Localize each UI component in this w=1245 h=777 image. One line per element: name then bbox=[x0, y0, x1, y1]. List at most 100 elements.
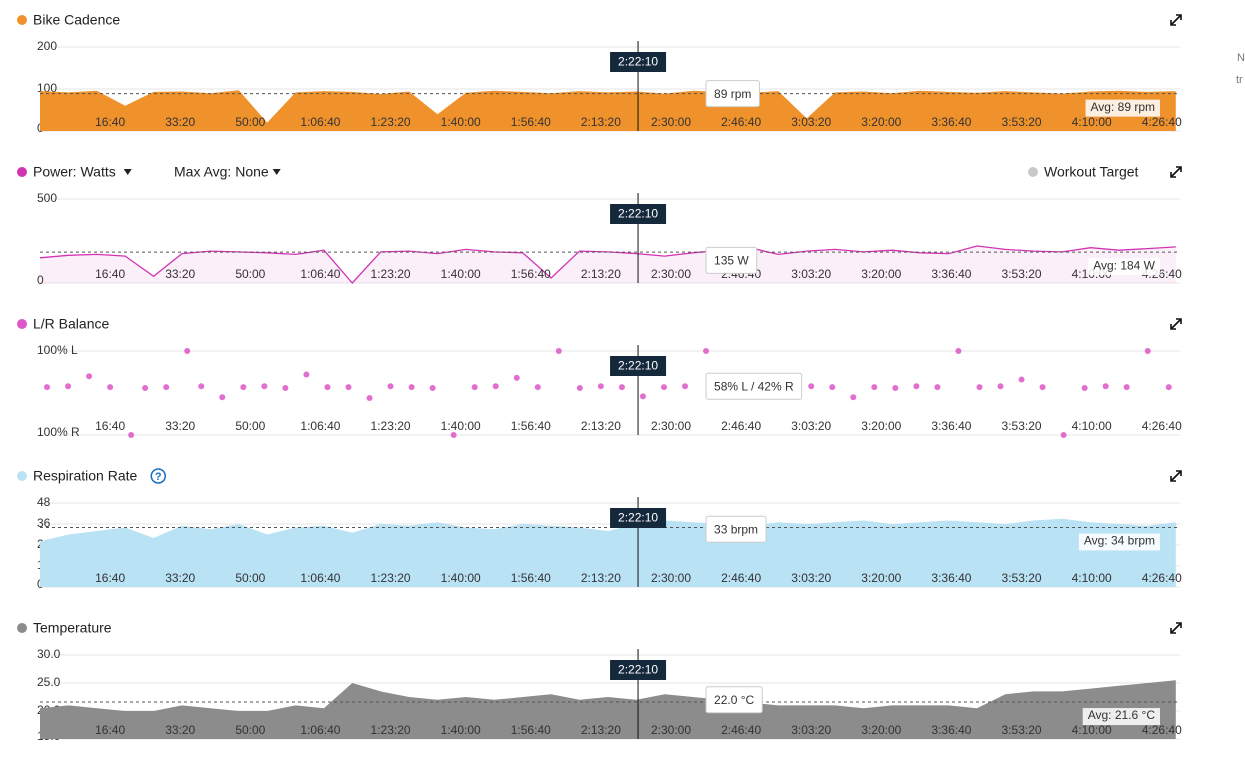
x-tick-label: 50:00 bbox=[235, 267, 265, 281]
dropdown-arrow[interactable] bbox=[272, 169, 281, 175]
line bbox=[39, 245, 1176, 284]
point bbox=[871, 384, 878, 391]
point bbox=[1165, 384, 1172, 391]
x-tick-label: 16:40 bbox=[95, 571, 125, 585]
legend-dot bbox=[1028, 167, 1038, 177]
cursor-label: 2:22:10 bbox=[618, 511, 658, 525]
point bbox=[703, 348, 710, 354]
x-tick-label: 2:30:00 bbox=[651, 267, 691, 281]
point bbox=[976, 384, 983, 391]
point bbox=[1018, 376, 1025, 383]
x-tick-label: 3:36:40 bbox=[931, 267, 971, 281]
x-tick-label: 4:26:40 bbox=[1142, 115, 1182, 129]
legend-label[interactable]: Workout Target bbox=[1044, 164, 1139, 180]
point bbox=[955, 348, 962, 354]
avg-label-bg bbox=[1082, 708, 1160, 726]
x-tick-label: 2:30:00 bbox=[651, 419, 691, 433]
point bbox=[682, 383, 689, 390]
chart-title: L/R Balance bbox=[33, 316, 109, 332]
x-tick-label: 3:03:20 bbox=[791, 571, 831, 585]
x-tick-label: 3:36:40 bbox=[931, 571, 971, 585]
x-tick-label: 1:40:00 bbox=[441, 115, 481, 129]
x-tick-label: 1:56:40 bbox=[511, 419, 551, 433]
x-tick-label: 1:56:40 bbox=[511, 115, 551, 129]
x-tick-label: 1:23:20 bbox=[371, 723, 411, 737]
legend-dot bbox=[17, 15, 27, 25]
area bbox=[40, 90, 1176, 131]
point bbox=[850, 394, 857, 401]
x-tick-label: 3:36:40 bbox=[931, 419, 971, 433]
area bbox=[40, 518, 1176, 587]
x-tick-label: 1:23:20 bbox=[371, 571, 411, 585]
x-tick-label: 1:23:20 bbox=[371, 115, 411, 129]
x-tick-label: 50:00 bbox=[235, 571, 265, 585]
tooltip-label: 22.0 °C bbox=[714, 693, 754, 707]
y-tick-label: 25.0 bbox=[37, 675, 61, 689]
expand-icon[interactable] bbox=[1170, 318, 1182, 330]
point bbox=[1060, 432, 1067, 438]
x-tick-label: 3:20:00 bbox=[861, 419, 901, 433]
point bbox=[492, 383, 499, 390]
menu-label[interactable]: Max Avg: None bbox=[174, 164, 269, 180]
x-tick-label: 3:53:20 bbox=[1002, 267, 1042, 281]
cursor-label: 2:22:10 bbox=[618, 359, 658, 373]
point bbox=[44, 384, 51, 391]
expand-icon[interactable] bbox=[1170, 622, 1182, 634]
tooltip bbox=[705, 372, 803, 400]
expand-icon[interactable] bbox=[1170, 166, 1182, 178]
point bbox=[163, 384, 170, 391]
x-tick-label: 3:20:00 bbox=[861, 267, 901, 281]
point bbox=[892, 384, 899, 391]
point bbox=[184, 348, 191, 354]
point bbox=[303, 371, 310, 378]
x-tick-label: 3:03:20 bbox=[791, 267, 831, 281]
dropdown-arrow[interactable] bbox=[123, 169, 132, 175]
avg-label-bg bbox=[1088, 258, 1160, 276]
x-tick-label: 2:30:00 bbox=[651, 115, 691, 129]
x-tick-label: 50:00 bbox=[235, 723, 265, 737]
cursor-label: 2:22:10 bbox=[618, 207, 658, 221]
point bbox=[387, 383, 394, 390]
x-tick-label: 16:40 bbox=[95, 267, 125, 281]
y-tick-label: 0 bbox=[37, 273, 44, 287]
point bbox=[534, 384, 541, 391]
chart-title[interactable]: Power: Watts bbox=[33, 164, 116, 180]
x-tick-label: 3:03:20 bbox=[791, 723, 831, 737]
tooltip-label: 33 brpm bbox=[714, 522, 758, 536]
expand-icon[interactable] bbox=[1170, 470, 1182, 482]
point bbox=[366, 395, 373, 402]
x-tick-label: 1:06:40 bbox=[300, 571, 340, 585]
avg-label: Avg: 89 rpm bbox=[1091, 100, 1155, 114]
x-tick-label: 2:13:20 bbox=[581, 419, 621, 433]
expand-icon[interactable] bbox=[1170, 14, 1182, 26]
x-tick-label: 33:20 bbox=[165, 267, 195, 281]
y-tick-label: 36 bbox=[37, 516, 51, 530]
x-tick-label: 3:53:20 bbox=[1002, 115, 1042, 129]
x-tick-label: 3:20:00 bbox=[861, 723, 901, 737]
x-tick-label: 3:53:20 bbox=[1002, 723, 1042, 737]
x-tick-label: 2:13:20 bbox=[581, 115, 621, 129]
help-icon[interactable] bbox=[150, 468, 167, 484]
side-text: N bbox=[1237, 52, 1245, 64]
x-tick-label: 1:56:40 bbox=[511, 571, 551, 585]
area bbox=[40, 246, 1176, 283]
x-tick-label: 1:06:40 bbox=[300, 267, 340, 281]
point bbox=[219, 394, 226, 401]
x-tick-label: 4:10:00 bbox=[1072, 723, 1112, 737]
x-tick-label: 2:13:20 bbox=[581, 571, 621, 585]
point bbox=[128, 432, 135, 438]
x-tick-label: 3:03:20 bbox=[791, 115, 831, 129]
point bbox=[555, 348, 562, 354]
point bbox=[1102, 383, 1109, 390]
x-tick-label: 33:20 bbox=[165, 419, 195, 433]
chart-title: Respiration Rate bbox=[33, 468, 137, 484]
help-icon-text[interactable]: ? bbox=[155, 471, 162, 483]
legend-dot bbox=[17, 471, 27, 481]
tooltip bbox=[705, 246, 758, 274]
x-tick-label: 3:53:20 bbox=[1002, 419, 1042, 433]
x-tick-label: 1:06:40 bbox=[300, 115, 340, 129]
x-tick-label: 4:26:40 bbox=[1142, 419, 1182, 433]
point bbox=[997, 383, 1004, 390]
x-tick-label: 3:20:00 bbox=[861, 115, 901, 129]
